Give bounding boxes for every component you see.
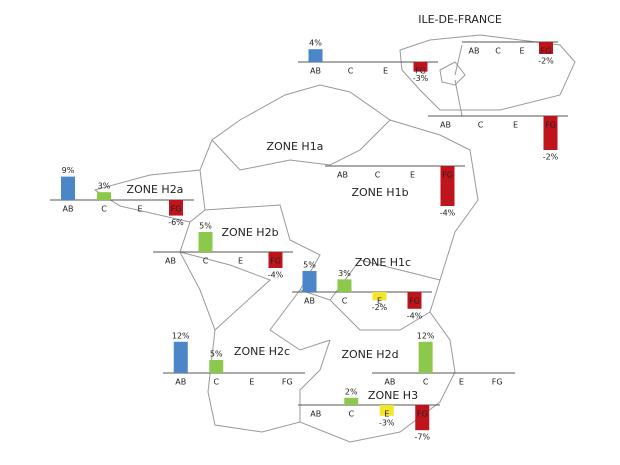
value-label: -2% — [543, 153, 559, 162]
bar — [308, 49, 323, 62]
category-label: FG — [545, 121, 556, 130]
category-label: C — [478, 121, 484, 130]
value-label: -3% — [413, 74, 429, 83]
value-label: 9% — [62, 166, 75, 175]
bar — [415, 405, 430, 431]
zone-label: ZONE H2d — [341, 348, 398, 361]
zone-label: ILE-DE-FRANCE — [418, 13, 502, 26]
category-label: FG — [417, 410, 428, 419]
value-label: -2% — [372, 303, 388, 312]
category-label: AB — [440, 121, 451, 130]
bar — [173, 341, 188, 373]
category-label: FG — [541, 47, 552, 56]
category-label: FG — [282, 378, 293, 387]
zone-label: ZONE H1c — [355, 256, 411, 269]
bar — [418, 341, 433, 373]
value-label: 3% — [338, 269, 351, 278]
value-label: 5% — [199, 222, 212, 231]
value-label: 12% — [417, 331, 435, 340]
category-label: AB — [384, 378, 395, 387]
bar — [198, 232, 213, 252]
bar — [539, 42, 553, 54]
category-label: AB — [310, 67, 321, 76]
value-label: -6% — [168, 218, 184, 227]
category-label: C — [423, 378, 429, 387]
category-label: E — [137, 205, 142, 214]
category-label: AB — [304, 297, 315, 306]
value-label: 3% — [98, 182, 111, 191]
value-label: 2% — [345, 387, 358, 396]
category-label: C — [342, 297, 348, 306]
zone-label: ZONE H2b — [221, 226, 278, 239]
bar — [169, 200, 183, 216]
bar — [543, 116, 558, 150]
category-label: FG — [171, 205, 182, 214]
bar — [337, 279, 352, 292]
category-label: E — [377, 297, 382, 306]
value-label: 5% — [303, 261, 316, 270]
category-label: AB — [165, 257, 176, 266]
category-label: E — [238, 257, 243, 266]
category-label: FG — [270, 257, 281, 266]
bar — [97, 192, 111, 200]
category-label: C — [101, 205, 107, 214]
category-label: FG — [415, 67, 426, 76]
zone-label: ZONE H1b — [351, 186, 408, 199]
value-label: 12% — [172, 331, 190, 340]
category-label: C — [375, 171, 381, 180]
map-outline — [93, 34, 576, 443]
category-label: AB — [469, 47, 480, 56]
category-label: C — [348, 67, 354, 76]
category-label: E — [249, 378, 254, 387]
category-label: AB — [175, 378, 186, 387]
category-label: AB — [63, 205, 74, 214]
category-label: FG — [442, 171, 453, 180]
category-label: FG — [409, 297, 420, 306]
zone-label: ZONE H3 — [368, 389, 418, 402]
category-label: C — [495, 47, 501, 56]
category-label: AB — [310, 410, 321, 419]
category-label: E — [513, 121, 518, 130]
bar — [407, 292, 422, 309]
bar — [440, 166, 455, 206]
value-label: -4% — [268, 271, 284, 280]
category-label: FG — [492, 378, 503, 387]
category-label: E — [519, 47, 524, 56]
category-label: C — [213, 378, 219, 387]
value-label: 4% — [309, 39, 322, 48]
bar — [344, 397, 359, 405]
category-label: E — [384, 410, 389, 419]
bar — [268, 252, 283, 268]
category-label: C — [203, 257, 209, 266]
value-label: -4% — [440, 209, 456, 218]
bar — [61, 176, 75, 200]
category-label: E — [383, 67, 388, 76]
zone-label: ZONE H2c — [234, 345, 290, 358]
category-label: C — [348, 410, 354, 419]
bar — [209, 360, 224, 373]
value-label: -2% — [538, 57, 554, 66]
bar — [379, 405, 394, 416]
bar — [372, 292, 387, 301]
bar — [413, 62, 428, 72]
value-label: -4% — [407, 311, 423, 320]
zone-label: ZONE H2a — [127, 183, 184, 196]
category-label: E — [459, 378, 464, 387]
value-label: 5% — [210, 350, 223, 359]
value-label: -7% — [414, 433, 430, 442]
category-label: E — [410, 171, 415, 180]
value-label: -3% — [379, 418, 395, 427]
category-label: AB — [337, 171, 348, 180]
bar — [302, 271, 317, 292]
zone-label: ZONE H1a — [267, 140, 324, 153]
